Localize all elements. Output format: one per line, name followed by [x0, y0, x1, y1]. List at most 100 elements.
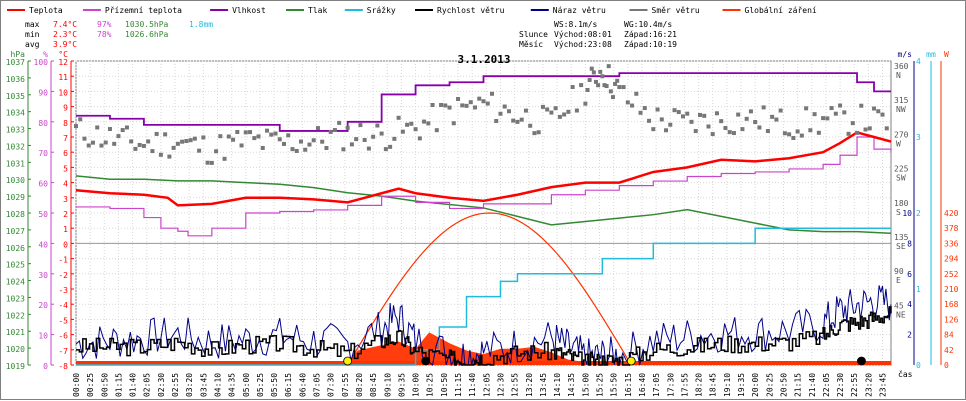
- wind-direction-point: [243, 130, 248, 135]
- wind-direction-point: [328, 129, 333, 134]
- temp-axis-tick: 12: [58, 58, 68, 67]
- wind-direction-point: [689, 119, 694, 124]
- wind-direction-point: [795, 129, 800, 134]
- wind-direction-point: [615, 78, 620, 83]
- wind-direction-point: [549, 110, 554, 115]
- temp-axis-tick: 5: [63, 164, 68, 173]
- wind-direction-point: [460, 103, 465, 108]
- wind-direction-point: [647, 118, 652, 123]
- x-tick-label: 06:40: [298, 373, 307, 397]
- wind-direction-point: [523, 108, 528, 113]
- wind-direction-point: [426, 121, 431, 126]
- wind-direction-point: [307, 142, 312, 147]
- wind-direction-point: [226, 134, 231, 139]
- wind-direction-point: [434, 128, 439, 133]
- x-tick-label: 15:00: [581, 373, 590, 397]
- stats-value: avg: [25, 40, 40, 49]
- clear-sky-curve: [347, 212, 632, 366]
- wind-direction-point: [685, 111, 690, 116]
- x-tick-label: 06:15: [284, 373, 293, 397]
- x-tick-label: 12:55: [511, 373, 520, 397]
- wind-direction-point: [332, 128, 337, 133]
- wind-direction-point: [248, 130, 253, 135]
- sun-label: Slunce: [519, 30, 548, 39]
- humidity-axis-tick: 20: [38, 301, 48, 310]
- wind-direction-point: [260, 145, 265, 150]
- wind-direction-point: [846, 131, 851, 136]
- wind-direction-point: [825, 116, 830, 121]
- wind-direction-point: [320, 139, 325, 144]
- series-lines: [74, 64, 892, 367]
- wind-direction-point: [375, 123, 380, 128]
- x-tick-label: 05:50: [270, 373, 279, 397]
- wind-direction-point: [141, 143, 146, 148]
- wind-direction-point: [634, 91, 639, 96]
- wind-direction-point: [311, 138, 316, 143]
- stats-value: min: [25, 30, 40, 39]
- x-tick-label: 14:35: [567, 373, 576, 397]
- wind-direction-point: [494, 118, 499, 123]
- wind-direction-point: [821, 116, 826, 121]
- radiation-tick: 336: [944, 239, 959, 248]
- x-tick-label: 23:20: [864, 373, 873, 397]
- humidity-axis-tick: 30: [38, 271, 48, 280]
- humidity-axis-tick: 100: [34, 58, 49, 67]
- stats-value: max: [25, 20, 40, 29]
- x-tick-label: 10:00: [412, 373, 421, 397]
- wind-direction-point: [222, 156, 227, 161]
- x-tick-label: 00:50: [100, 373, 109, 397]
- pressure-axis-tick: 1037: [6, 58, 25, 67]
- ms-unit: m/s: [898, 50, 913, 59]
- x-tick-label: 04:35: [228, 373, 237, 397]
- wind-direction-point: [265, 128, 270, 133]
- wind-direction-point: [392, 136, 397, 141]
- wind-direction-point: [664, 128, 669, 133]
- x-tick-label: 12:05: [482, 373, 491, 397]
- x-tick-label: 22:55: [850, 373, 859, 397]
- direction-tick: 45: [894, 301, 904, 310]
- direction-label: NW: [896, 105, 906, 114]
- x-tick-label: 16:15: [624, 373, 633, 397]
- x-tick-label: 05:00: [242, 373, 251, 397]
- direction-label: E: [896, 276, 901, 285]
- x-tick-label: 07:55: [341, 373, 350, 397]
- x-tick-label: 07:05: [313, 373, 322, 397]
- wind-direction-point: [872, 106, 877, 111]
- radiation-tick: 210: [944, 285, 959, 294]
- pressure-axis-unit: hPa: [11, 50, 26, 59]
- radiation-tick: 378: [944, 224, 959, 233]
- x-tick-label: 20:25: [765, 373, 774, 397]
- wind-direction-point: [341, 147, 346, 152]
- x-tick-label: 22:30: [836, 373, 845, 397]
- wind-tick: 10: [902, 209, 912, 218]
- w-unit: W: [944, 50, 949, 59]
- x-tick-label: 16:40: [638, 373, 647, 397]
- wind-direction-point: [731, 131, 736, 136]
- wind-direction-point: [761, 105, 766, 110]
- wind-direction-point: [613, 81, 618, 86]
- humidity-axis-tick: 50: [38, 210, 48, 219]
- pressure-axis-tick: 1036: [6, 75, 25, 84]
- wind-direction-point: [884, 126, 889, 131]
- radiation-tick: 294: [944, 255, 959, 264]
- wind-direction-point: [82, 136, 87, 141]
- wind-direction-point: [498, 111, 503, 116]
- x-tick-label: 02:55: [171, 373, 180, 397]
- pressure-axis-tick: 1028: [6, 210, 25, 219]
- wind-direction-point: [808, 128, 813, 133]
- legend-entry: Srážky: [367, 6, 396, 15]
- wind-direction-point: [816, 130, 821, 135]
- temp-axis-tick: -2: [58, 271, 68, 280]
- pressure-axis-tick: 1034: [6, 109, 25, 118]
- wind-direction-point: [116, 134, 121, 139]
- x-tick-label: 00:00: [72, 373, 81, 397]
- pressure-axis-tick: 1030: [6, 176, 25, 185]
- wind-direction-point: [345, 125, 350, 130]
- temp-axis-tick: 4: [63, 180, 68, 189]
- temp-axis-tick: -6: [58, 332, 68, 341]
- direction-label: N: [896, 71, 901, 80]
- wind-direction-point: [430, 103, 435, 108]
- wind-direction-point: [540, 104, 545, 109]
- wind-direction-point: [668, 122, 673, 127]
- wind-direction-point: [566, 109, 571, 114]
